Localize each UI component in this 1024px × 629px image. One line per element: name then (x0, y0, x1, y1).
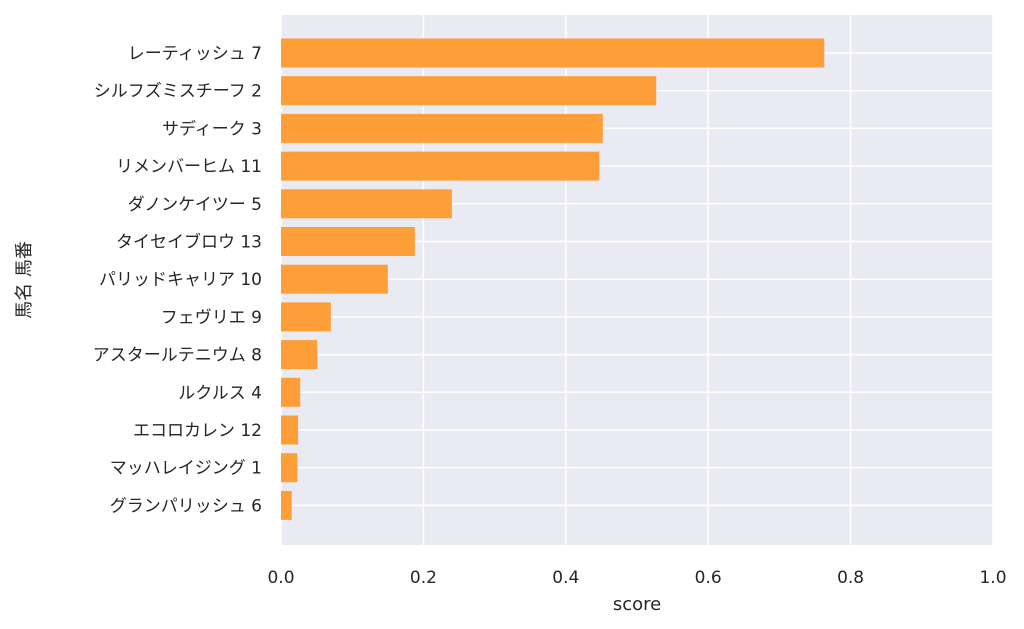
y-tick-label: リメンバーヒム 11 (116, 157, 262, 177)
y-axis-title: 馬名 馬番 (14, 241, 35, 319)
bar (281, 302, 331, 332)
x-tick-label: 0.6 (695, 568, 722, 588)
bar (281, 490, 292, 520)
bar (281, 227, 415, 256)
bar (281, 453, 298, 483)
y-tick-label: エコロカレン 12 (133, 421, 262, 441)
y-tick-label: グランパリッシュ 6 (110, 496, 262, 516)
y-tick-label: サディーク 3 (162, 118, 262, 139)
y-tick-label: アスタールテニウム 8 (93, 346, 262, 366)
y-tick-labels: レーティッシュ 7 シルフズミスチーフ 2 サディーク 3 リメンバーヒム 11 ダノン… (93, 44, 262, 516)
bar (281, 340, 318, 370)
bar (281, 38, 825, 68)
bar (281, 264, 388, 294)
x-tick-label: 0.0 (267, 568, 294, 588)
x-tick-label: 0.2 (410, 568, 437, 588)
y-tick-label: レーティッシュ 7 (128, 44, 262, 64)
bar (281, 415, 299, 445)
x-tick-label: 0.4 (552, 568, 579, 588)
y-tick-label: シルフズミスチーフ 2 (94, 82, 262, 102)
y-tick-label: ルクルス 4 (178, 383, 262, 403)
x-tick-label: 1.0 (979, 568, 1006, 588)
bar (281, 151, 600, 181)
bars (281, 38, 825, 520)
y-tick-label: フェヴリエ 9 (161, 308, 262, 328)
y-tick-label: タイセイブロウ 13 (116, 232, 262, 253)
y-tick-label: パリッドキャリア 10 (99, 270, 262, 290)
bar (281, 113, 603, 143)
y-tick-label: ダノンケイツー 5 (128, 195, 262, 215)
bar (281, 377, 301, 407)
x-axis-title: score (613, 594, 661, 615)
bar (281, 76, 657, 106)
x-tick-label: 0.8 (837, 568, 864, 588)
y-tick-label: マッハレイジング 1 (110, 459, 262, 479)
x-tick-labels: 0.0 0.2 0.4 0.6 0.8 1.0 (267, 568, 1006, 588)
bar (281, 189, 452, 219)
